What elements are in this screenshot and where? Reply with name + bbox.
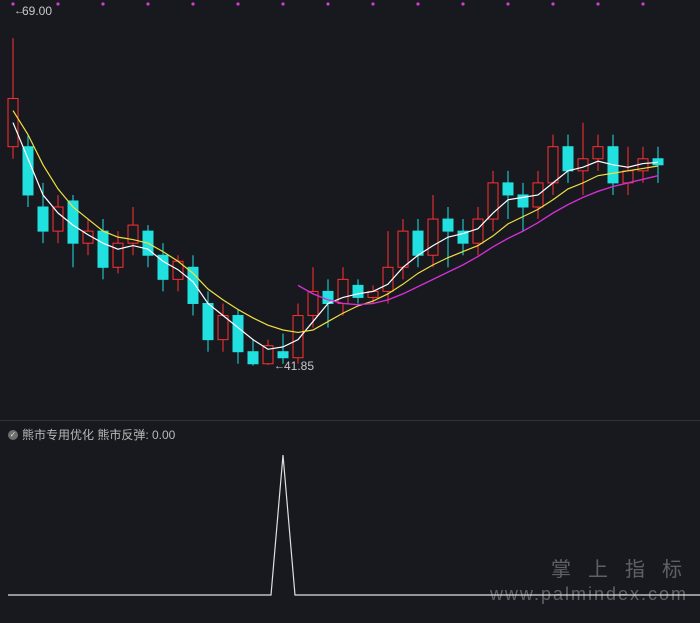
check-icon: ✓ [8,430,18,440]
high-price-label: 69.00 [22,4,52,18]
watermark: 掌 上 指 标 www.palmindex.com [490,553,688,605]
chart-container: ←← 69.00 41.85 ✓ 熊市专用优化 熊市反弹: 0.00 掌 上 指… [0,0,700,623]
indicator-label-row: ✓ 熊市专用优化 熊市反弹: 0.00 [8,426,175,443]
low-price-label: 41.85 [284,359,314,373]
watermark-url: www.palmindex.com [490,584,688,605]
indicator-text: 熊市专用优化 熊市反弹: 0.00 [22,426,175,443]
watermark-title: 掌 上 指 标 [490,553,688,582]
chart-svg: ←← [0,0,700,623]
